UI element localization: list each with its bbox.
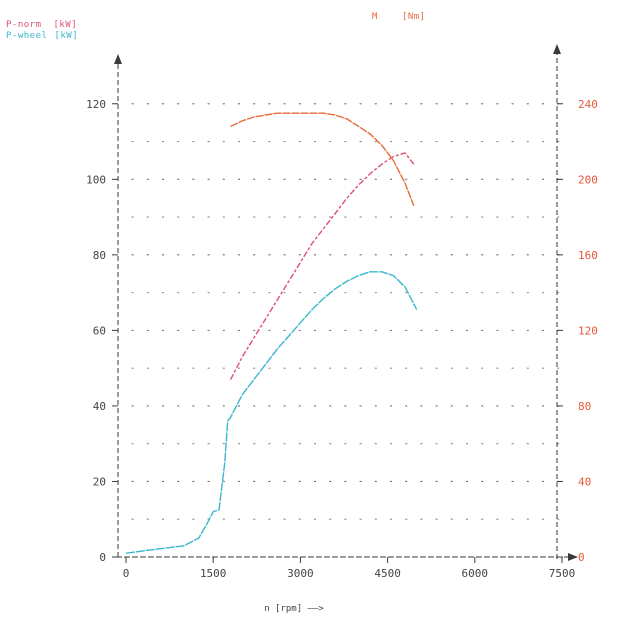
series-line-torque [230, 112, 415, 206]
legend-entry-p-wheel: P-wheel [kW] [6, 31, 78, 42]
y-tick-label-right: 160 [578, 249, 598, 262]
legend-torque-unit: [Nm] [401, 12, 426, 22]
y-tick-label-left: 20 [93, 475, 106, 488]
x-tick-label: 1500 [200, 567, 227, 580]
y-tick-label-left: 0 [99, 551, 106, 564]
series-line-p-norm [229, 152, 415, 380]
y-tick-label-left: 60 [93, 324, 106, 337]
y-tick-label-right: 200 [578, 173, 598, 186]
y-tick-label-left: 100 [86, 173, 106, 186]
legend-p-norm-unit: [kW] [53, 20, 78, 30]
legend: P-norm [kW] P-wheel [kW] [6, 20, 78, 42]
y-tick-label-left: 40 [93, 400, 106, 413]
legend-p-wheel-label: P-wheel [6, 31, 48, 41]
x-tick-label: 6000 [462, 567, 489, 580]
y-axis-left-arrow [114, 54, 122, 64]
x-axis-title: n [rpm] ——> [264, 604, 324, 614]
tick-labels: 0 20 40 60 80 100 120 0 40 80 120 160 200 240 0 1500 300… [86, 98, 598, 614]
axes [112, 44, 578, 563]
y-tick-label-right: 0 [578, 551, 585, 564]
x-tick-label: 3000 [287, 567, 314, 580]
x-tick-label: 7500 [549, 567, 576, 580]
x-tick-label: 0 [123, 567, 130, 580]
y-tick-label-left: 80 [93, 249, 106, 262]
y-tick-label-left: 120 [86, 98, 106, 111]
x-tick-label: 4500 [374, 567, 401, 580]
legend-entry-torque: M [Nm] [372, 12, 426, 23]
legend-torque-label: M [372, 12, 378, 22]
legend-p-norm-label: P-norm [6, 20, 42, 30]
y-tick-label-right: 240 [578, 98, 598, 111]
y-axis-right-arrow [553, 44, 561, 54]
gridlines [131, 103, 563, 520]
legend-p-wheel-unit: [kW] [54, 31, 79, 41]
y-tick-label-right: 80 [578, 400, 591, 413]
series-lines [125, 112, 418, 554]
y-tick-label-right: 120 [578, 324, 598, 337]
series-line-p-wheel [125, 271, 418, 554]
y-tick-label-right: 40 [578, 475, 591, 488]
legend-entry-p-norm: P-norm [kW] [6, 20, 78, 31]
x-axis-arrow [568, 553, 578, 561]
